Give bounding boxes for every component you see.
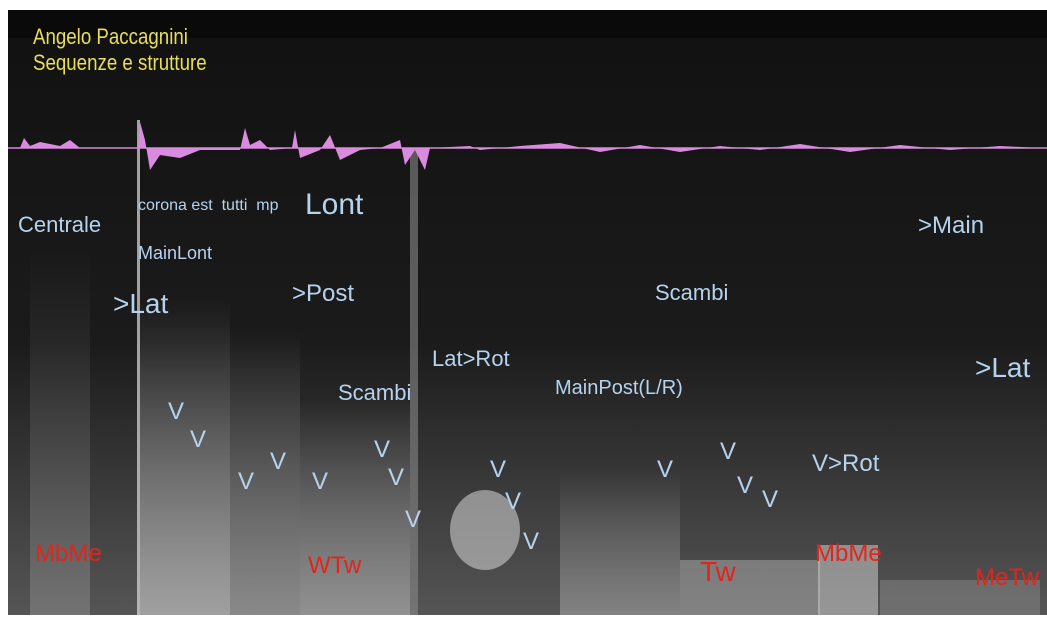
annotation-label: Lont [305,190,363,220]
annotation-label: V [720,440,736,464]
instrument-label: MeTw [975,566,1039,590]
annotation-label: V [523,530,539,554]
instrument-label: WTw [308,554,361,578]
annotation-label: MainLont [138,244,212,262]
annotation-label: V [737,474,753,498]
instrument-label: Tw [700,558,736,586]
annotation-label: V [270,450,286,474]
annotation-label: Scambi [338,382,411,404]
annotation-label: V [374,438,390,462]
annotation-label: V [405,508,421,532]
annotation-label: Lat>Rot [432,348,510,370]
annotation-label: V>Rot [812,452,879,476]
annotation-label: MainPost(L/R) [555,378,683,398]
annotation-label: Centrale [18,214,101,236]
annotation-label: V [490,458,506,482]
annotation-label: >Lat [113,290,168,318]
annotation-label: >Main [918,214,984,238]
annotation-label: V [312,470,328,494]
screenshot: Angelo Paccagnini Sequenze e strutture C… [0,0,1047,619]
annotation-label: V [657,458,673,482]
annotation-label: corona est tutti mp [138,198,279,214]
annotation-label: >Lat [975,354,1030,382]
instrument-label: MbMe [815,542,882,566]
annotation-label: V [238,470,254,494]
annotation-label: Scambi [655,282,728,304]
annotation-label: V [762,488,778,512]
annotation-label: >Post [292,282,354,306]
title: Angelo Paccagnini [33,26,188,48]
annotation-label: V [388,466,404,490]
annotation-label: V [505,490,521,514]
instrument-label: MbMe [35,542,102,566]
subtitle: Sequenze e strutture [33,52,207,74]
annotation-label: V [168,400,184,424]
annotation-label: V [190,428,206,452]
